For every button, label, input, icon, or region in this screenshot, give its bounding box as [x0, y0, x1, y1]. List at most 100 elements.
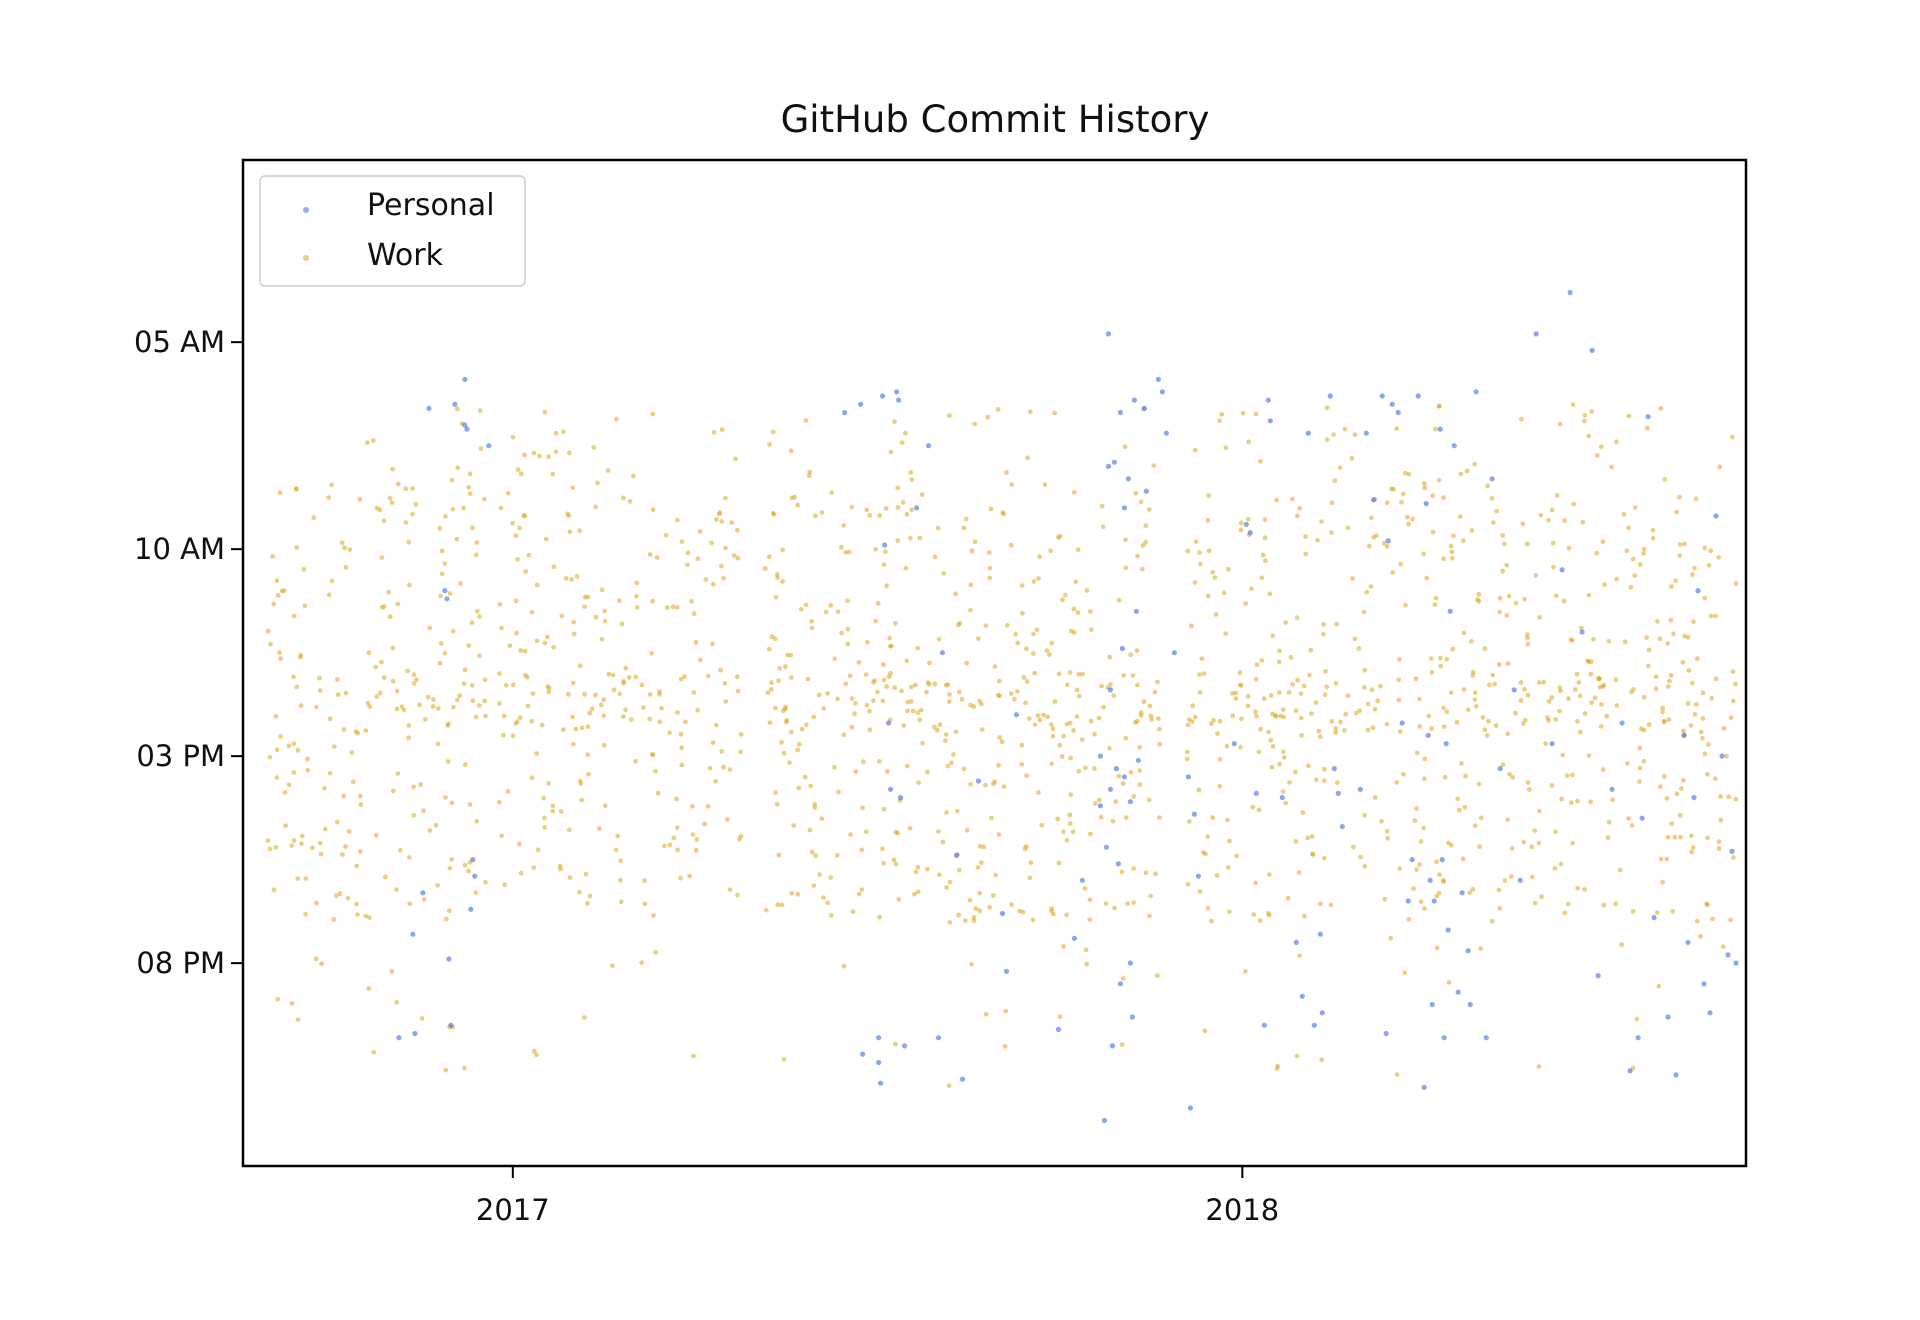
work-point	[482, 698, 488, 704]
work-point	[1009, 482, 1014, 487]
work-point	[1733, 681, 1738, 687]
personal-point	[1363, 430, 1369, 436]
work-point	[1196, 787, 1202, 793]
work-point	[531, 1048, 537, 1054]
work-point	[419, 1016, 425, 1021]
work-point	[1365, 727, 1371, 733]
work-point	[1268, 693, 1274, 698]
work-point	[1368, 584, 1374, 589]
work-point	[1092, 731, 1097, 737]
work-point	[909, 507, 915, 513]
work-point	[772, 705, 778, 711]
work-point	[1662, 774, 1667, 779]
work-point	[1243, 601, 1248, 606]
personal-point	[1619, 720, 1625, 726]
work-point	[1088, 831, 1093, 837]
work-point	[367, 915, 372, 920]
work-point	[883, 549, 888, 555]
work-point	[1728, 917, 1733, 923]
work-point	[1482, 646, 1488, 651]
work-point	[1052, 699, 1058, 704]
work-point	[593, 614, 599, 620]
work-point	[386, 589, 392, 595]
work-point	[1709, 695, 1715, 701]
work-point	[1598, 724, 1604, 729]
work-point	[531, 865, 537, 871]
personal-point	[1441, 1035, 1447, 1041]
work-point	[1256, 807, 1262, 813]
work-point	[856, 660, 862, 665]
work-point	[1605, 835, 1611, 841]
work-point	[567, 529, 573, 535]
work-point	[1385, 835, 1390, 841]
work-point	[710, 641, 715, 647]
work-point	[561, 429, 566, 435]
work-point	[365, 700, 371, 706]
personal-point	[1113, 766, 1119, 772]
work-point	[691, 611, 697, 616]
work-point	[1654, 910, 1660, 915]
work-point	[477, 614, 482, 619]
work-point	[1399, 499, 1404, 505]
work-point	[379, 555, 385, 560]
work-point	[1574, 671, 1580, 677]
work-point	[1157, 726, 1162, 732]
work-point	[1500, 533, 1506, 538]
work-point	[639, 960, 645, 965]
work-point	[1256, 749, 1262, 755]
work-point	[1031, 579, 1037, 584]
work-point	[1021, 675, 1027, 680]
work-point	[883, 506, 889, 511]
work-point	[975, 865, 981, 870]
personal-point	[1549, 741, 1555, 747]
work-point	[1107, 745, 1112, 751]
work-point	[1295, 677, 1300, 683]
work-point	[881, 806, 887, 812]
work-point	[1297, 953, 1302, 958]
work-point	[462, 1065, 467, 1071]
personal-point	[462, 422, 468, 428]
work-point	[377, 507, 383, 513]
work-point	[1001, 511, 1006, 517]
work-point	[956, 689, 962, 695]
personal-point	[878, 1080, 884, 1086]
work-point	[1032, 722, 1038, 727]
work-point	[968, 781, 973, 787]
work-point	[1342, 426, 1348, 432]
work-point	[1134, 682, 1140, 688]
personal-point	[1319, 1010, 1325, 1016]
work-point	[357, 849, 363, 854]
work-point	[1036, 576, 1041, 581]
work-point	[1496, 887, 1502, 893]
work-point	[1321, 622, 1326, 627]
work-point	[896, 896, 902, 902]
work-point	[314, 704, 319, 710]
work-point	[389, 500, 395, 506]
work-point	[1569, 800, 1574, 806]
work-point	[1470, 669, 1476, 675]
work-point	[421, 808, 426, 814]
work-point	[1088, 718, 1094, 724]
work-point	[427, 828, 433, 833]
work-point	[634, 593, 639, 599]
work-point	[1345, 525, 1351, 531]
work-point	[1705, 742, 1711, 747]
work-point	[477, 653, 482, 659]
work-point	[1293, 769, 1298, 775]
work-point	[807, 469, 813, 475]
work-point	[788, 448, 794, 454]
work-point	[1210, 815, 1216, 820]
work-point	[1582, 887, 1587, 892]
work-point	[1660, 705, 1666, 711]
work-point	[964, 660, 970, 666]
work-point	[1666, 717, 1672, 722]
work-point	[1508, 874, 1514, 879]
work-point	[1566, 545, 1572, 551]
work-point	[1004, 470, 1009, 475]
work-point	[1536, 680, 1542, 686]
work-point	[1406, 471, 1412, 477]
work-point	[1337, 465, 1343, 470]
work-point	[1451, 533, 1456, 539]
